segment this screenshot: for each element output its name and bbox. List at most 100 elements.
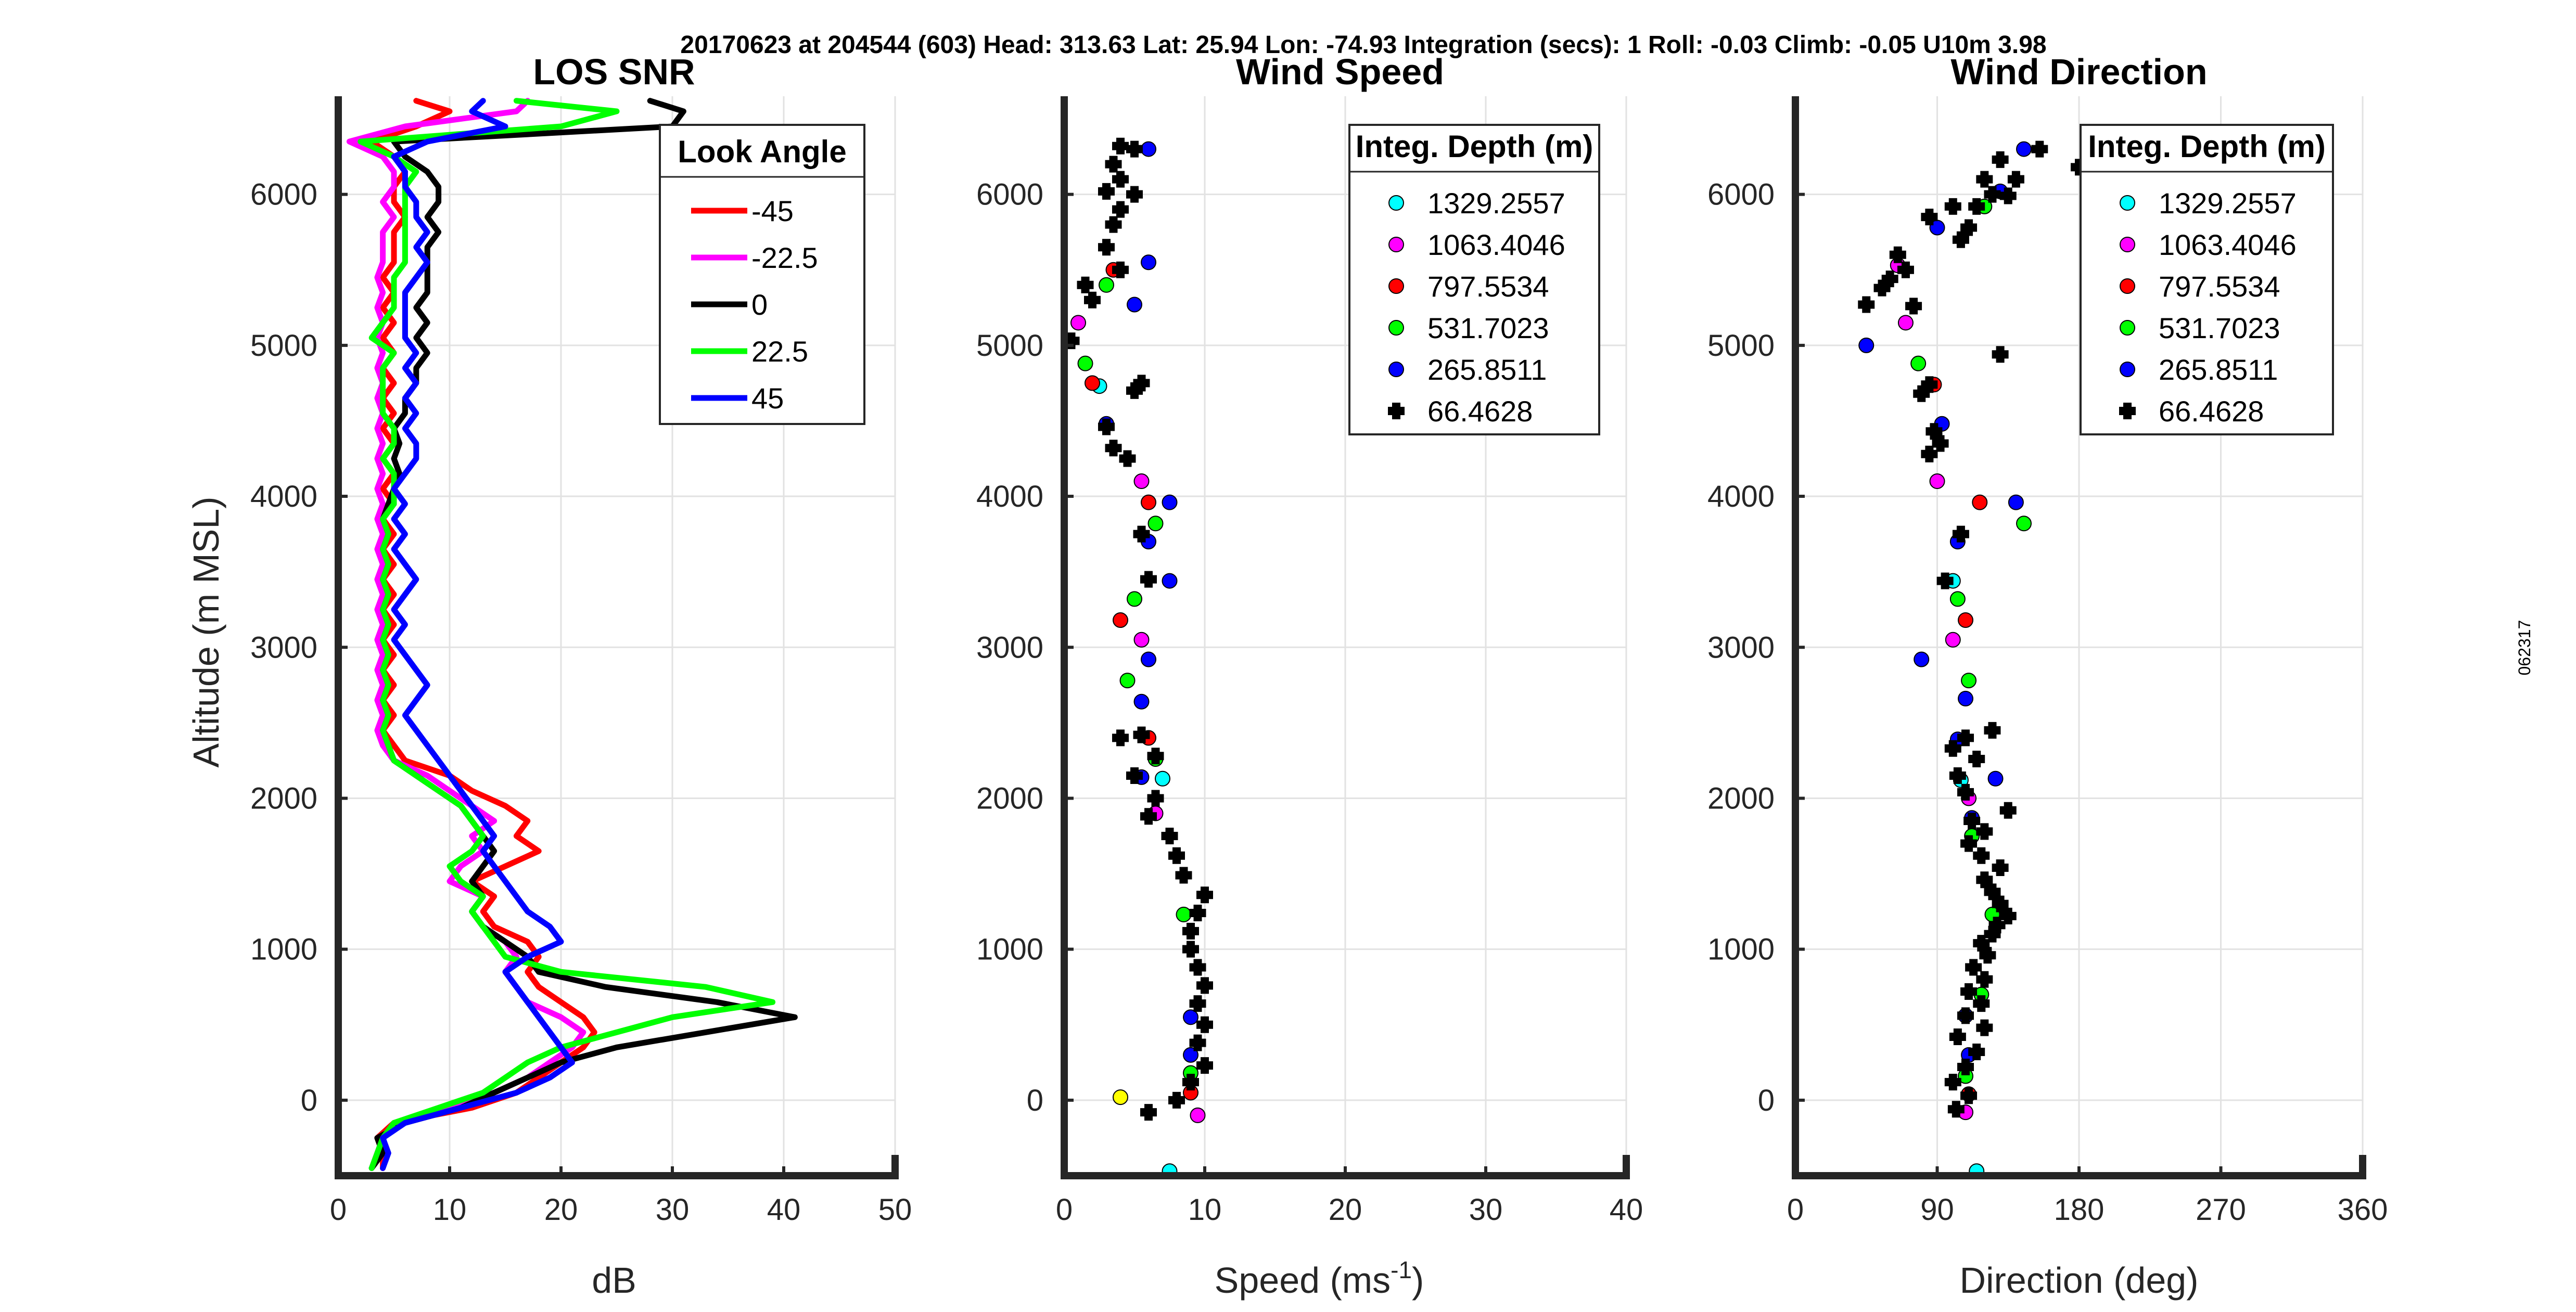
x-tick-label: 180 <box>2054 1193 2105 1227</box>
legend-marker-66.4628 <box>1388 403 1405 419</box>
data-point-66.4628 <box>1957 783 1974 801</box>
data-point-66.4628 <box>1992 859 2009 876</box>
data-point-265.8511 <box>1958 690 1973 706</box>
data-point-66.4628 <box>1963 813 1981 830</box>
figure-suptitle: 20170623 at 204544 (603) Head: 313.63 La… <box>680 31 2046 59</box>
panel-title: Wind Direction <box>1950 52 2207 92</box>
data-point-1063.4046 <box>1133 473 1150 490</box>
legend-marker-797.5534 <box>1388 278 1404 294</box>
data-point-797.5534 <box>1972 494 1988 510</box>
legend-marker-265.8511 <box>1388 362 1404 377</box>
data-point-531.7023 <box>1176 906 1192 922</box>
data-point-66.4628 <box>1973 847 1990 864</box>
series-line-22.5 <box>358 98 776 1171</box>
data-point-1063.4046 <box>1190 1107 1206 1123</box>
data-point-531.7023 <box>2016 516 2032 532</box>
data-point-797.5534 <box>1113 612 1128 628</box>
data-point-66.4628 <box>1175 867 1192 884</box>
y-tick-label: 2000 <box>1707 781 1775 815</box>
legend-marker-531.7023 <box>1388 320 1404 336</box>
data-point-66.4628 <box>1944 740 1961 757</box>
data-point-265.8511 <box>2016 141 2032 157</box>
x-axis-label-main: Speed (ms <box>1215 1260 1391 1301</box>
y-tick-label: 4000 <box>250 480 317 513</box>
data-point-66.4628 <box>1897 261 1914 278</box>
data-point-531.7023 <box>1077 355 1093 371</box>
data-point-66.4628 <box>1140 1104 1157 1121</box>
x-tick-label: 40 <box>767 1193 801 1227</box>
data-point-66.4628 <box>1105 440 1122 457</box>
y-tick-label: 3000 <box>1707 631 1775 664</box>
panel-wind-direction: Wind Direction Direction (deg) 0 90 180 270… <box>1707 52 2388 1301</box>
data-point-66.4628 <box>1976 871 1993 889</box>
data-point-66.4628 <box>1140 571 1157 588</box>
data-point-66.4628 <box>1133 726 1150 743</box>
data-point-265.8511 <box>1914 651 1930 667</box>
data-point-66.4628 <box>1189 995 1206 1012</box>
data-point-66.4628 <box>1905 298 1922 315</box>
legend-label-66.4628: 66.4628 <box>2159 395 2264 428</box>
y-tick-label: 3000 <box>250 631 317 664</box>
legend-title: Look Angle <box>678 134 846 169</box>
x-tick-label: 30 <box>656 1193 690 1227</box>
data-point-66.4628 <box>1161 828 1178 845</box>
legend-marker-1063.4046 <box>1388 237 1404 252</box>
data-point-531.7023 <box>1147 516 1164 532</box>
data-point-66.4628 <box>1873 279 1891 297</box>
plot-area <box>346 98 798 1171</box>
data-point-66.4628 <box>1147 748 1164 765</box>
data-point-66.4628 <box>1957 729 1974 747</box>
data-point-265.8511 <box>1162 573 1178 589</box>
data-point-66.4628 <box>1976 971 1993 988</box>
data-point-66.4628 <box>1126 186 1143 203</box>
data-point-66.4628 <box>1168 847 1185 864</box>
y-tick-label: 3000 <box>976 631 1043 664</box>
x-tick-label: 50 <box>878 1193 912 1227</box>
data-point-66.4628 <box>1960 219 1978 236</box>
data-point-66.4628 <box>1936 572 1954 589</box>
axes-frame <box>1061 96 1630 1179</box>
data-point-66.4628 <box>1098 418 1115 435</box>
data-point-66.4628 <box>1979 947 1996 964</box>
y-tick-label: 2000 <box>976 781 1043 815</box>
data-point-66.4628 <box>1889 246 1906 263</box>
data-point-66.4628 <box>1999 187 2017 204</box>
legend-label-531.7023: 531.7023 <box>2159 312 2280 344</box>
data-point-531.7023 <box>1119 673 1136 689</box>
y-tick-label: 5000 <box>976 329 1043 363</box>
data-point-66.4628 <box>1992 895 2009 912</box>
data-point-66.4628 <box>1858 296 1875 313</box>
x-tick-label: 20 <box>1329 1193 1362 1227</box>
x-axis-label: dB <box>592 1260 636 1301</box>
data-point-66.4628 <box>1973 995 1990 1012</box>
x-tick-label: 360 <box>2338 1193 2388 1227</box>
plot-area <box>1064 137 1213 1176</box>
data-point-66.4628 <box>1973 935 1990 952</box>
data-point-66.4628 <box>1119 450 1136 467</box>
x-tick-label: 10 <box>1188 1193 1222 1227</box>
x-tick-label: 40 <box>1610 1193 1643 1227</box>
data-point-66.4628 <box>1126 140 1143 158</box>
data-point-66.4628 <box>1182 922 1199 940</box>
data-point-66.4628 <box>1196 886 1213 904</box>
x-tick-label: 0 <box>330 1193 347 1227</box>
legend-label-265.8511: 265.8511 <box>2159 353 2278 386</box>
data-point-66.4628 <box>1196 977 1213 994</box>
data-point-66.4628 <box>1992 346 2009 363</box>
data-point-66.4628 <box>1952 525 1969 543</box>
data-point-66.4628 <box>1196 1057 1213 1074</box>
data-point-66.4628 <box>1968 1044 1985 1061</box>
data-point-unlabeled <box>1113 1089 1128 1105</box>
legend-box <box>2080 124 2334 435</box>
data-point-797.5534 <box>1141 494 1156 510</box>
data-point-66.4628 <box>1957 1007 1974 1024</box>
tick-labels: 0 10 20 30 40 0 1000 2000 3000 4000 5000 6000 <box>976 178 1643 1227</box>
data-point-66.4628 <box>1112 137 1129 155</box>
data-point-531.7023 <box>1910 355 1927 371</box>
legend-label-1329.2557: 1329.2557 <box>1427 187 1565 220</box>
data-point-66.4628 <box>1944 198 1961 215</box>
data-point-1063.4046 <box>1945 632 1961 648</box>
data-point-1063.4046 <box>1929 473 1945 490</box>
figure-side-label: 062317 <box>2515 620 2534 676</box>
data-point-1329.2557 <box>1155 770 1170 787</box>
